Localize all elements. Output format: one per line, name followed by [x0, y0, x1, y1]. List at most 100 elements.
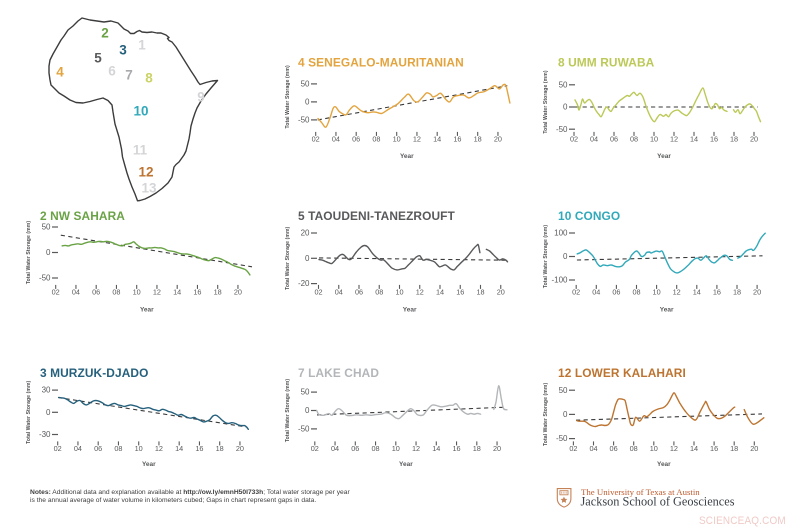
- svg-text:02: 02: [311, 444, 319, 453]
- svg-text:10: 10: [133, 104, 148, 119]
- svg-text:10: 10: [650, 444, 658, 453]
- svg-text:16: 16: [456, 288, 464, 297]
- svg-text:08: 08: [112, 288, 120, 297]
- svg-text:8 UMM RUWABA: 8 UMM RUWABA: [558, 55, 655, 69]
- svg-text:06: 06: [351, 444, 359, 453]
- svg-text:02: 02: [570, 135, 578, 144]
- svg-text:3: 3: [119, 43, 127, 58]
- svg-text:7 LAKE CHAD: 7 LAKE CHAD: [298, 366, 379, 380]
- svg-text:14: 14: [432, 444, 440, 453]
- svg-text:50: 50: [301, 80, 310, 89]
- svg-text:20: 20: [301, 229, 310, 238]
- svg-text:Year: Year: [657, 461, 671, 468]
- svg-text:12: 12: [413, 135, 421, 144]
- svg-text:20: 20: [236, 444, 244, 453]
- svg-text:20: 20: [234, 288, 242, 297]
- svg-text:0: 0: [305, 406, 310, 415]
- svg-text:Total Water Storage (mm): Total Water Storage (mm): [285, 226, 291, 289]
- svg-text:11: 11: [133, 143, 148, 158]
- svg-text:04: 04: [72, 288, 80, 297]
- svg-text:Total Water Storage (mm): Total Water Storage (mm): [26, 221, 32, 284]
- svg-text:20: 20: [750, 135, 758, 144]
- svg-text:10: 10: [135, 444, 143, 453]
- svg-text:Year: Year: [657, 153, 671, 160]
- svg-text:2: 2: [101, 26, 109, 41]
- svg-text:02: 02: [572, 288, 580, 297]
- svg-text:18: 18: [733, 288, 741, 297]
- svg-text:08: 08: [632, 288, 640, 297]
- svg-text:08: 08: [372, 135, 380, 144]
- svg-text:06: 06: [610, 444, 618, 453]
- svg-text:Year: Year: [660, 307, 674, 314]
- svg-text:1: 1: [138, 38, 146, 53]
- svg-text:18: 18: [216, 444, 224, 453]
- svg-text:Total Water Storage (mm): Total Water Storage (mm): [26, 380, 32, 443]
- svg-text:5: 5: [94, 51, 102, 66]
- svg-text:02: 02: [314, 288, 322, 297]
- svg-text:06: 06: [352, 135, 360, 144]
- svg-text:5 TAOUDENI-TANEZROUFT: 5 TAOUDENI-TANEZROUFT: [298, 209, 456, 223]
- svg-text:50: 50: [559, 386, 568, 395]
- svg-text:12: 12: [670, 135, 678, 144]
- svg-text:10: 10: [395, 288, 403, 297]
- svg-text:20: 20: [497, 288, 505, 297]
- svg-text:18: 18: [476, 288, 484, 297]
- svg-text:Year: Year: [400, 153, 414, 160]
- svg-text:18: 18: [730, 135, 738, 144]
- svg-text:10: 10: [650, 135, 658, 144]
- svg-text:18: 18: [473, 444, 481, 453]
- svg-text:18: 18: [730, 444, 738, 453]
- svg-text:02: 02: [52, 288, 60, 297]
- svg-text:0: 0: [46, 408, 51, 417]
- svg-text:-20: -20: [298, 279, 310, 288]
- svg-text:Total Water Storage (mm): Total Water Storage (mm): [285, 379, 291, 442]
- svg-text:20: 20: [750, 444, 758, 453]
- svg-text:-30: -30: [39, 430, 51, 439]
- svg-text:13: 13: [141, 181, 157, 196]
- svg-text:18: 18: [474, 135, 482, 144]
- svg-text:14: 14: [693, 288, 701, 297]
- svg-text:14: 14: [173, 288, 181, 297]
- svg-text:04: 04: [589, 444, 597, 453]
- svg-text:10: 10: [653, 288, 661, 297]
- svg-text:14: 14: [690, 444, 698, 453]
- svg-text:08: 08: [630, 135, 638, 144]
- svg-text:12: 12: [138, 165, 153, 180]
- svg-text:10: 10: [392, 444, 400, 453]
- svg-text:8: 8: [145, 71, 153, 86]
- svg-text:30: 30: [42, 386, 51, 395]
- svg-text:Total Water Storage (mm): Total Water Storage (mm): [543, 70, 549, 133]
- svg-text:02: 02: [569, 444, 577, 453]
- svg-text:0: 0: [305, 98, 310, 107]
- svg-text:16: 16: [193, 288, 201, 297]
- svg-text:16: 16: [713, 288, 721, 297]
- svg-text:50: 50: [301, 388, 310, 397]
- svg-text:04: 04: [74, 444, 82, 453]
- svg-text:3 MURZUK-DJADO: 3 MURZUK-DJADO: [40, 366, 148, 380]
- svg-text:14: 14: [175, 444, 183, 453]
- svg-text:08: 08: [375, 288, 383, 297]
- svg-text:04: 04: [592, 288, 600, 297]
- svg-text:0: 0: [305, 254, 310, 263]
- svg-text:12: 12: [416, 288, 424, 297]
- svg-text:-50: -50: [556, 125, 568, 134]
- svg-text:-100: -100: [551, 276, 568, 285]
- svg-text:0: 0: [563, 252, 568, 261]
- svg-text:0: 0: [563, 410, 568, 419]
- svg-text:08: 08: [630, 444, 638, 453]
- svg-text:04: 04: [332, 135, 340, 144]
- svg-text:04: 04: [335, 288, 343, 297]
- svg-text:4: 4: [56, 65, 64, 80]
- svg-text:04: 04: [331, 444, 339, 453]
- svg-text:0: 0: [563, 103, 568, 112]
- svg-text:08: 08: [371, 444, 379, 453]
- svg-text:20: 20: [493, 444, 501, 453]
- svg-text:02: 02: [312, 135, 320, 144]
- svg-text:Total Water Storage (mm): Total Water Storage (mm): [543, 383, 549, 446]
- svg-text:Total Water Storage (mm): Total Water Storage (mm): [285, 65, 291, 128]
- svg-text:14: 14: [433, 135, 441, 144]
- svg-text:06: 06: [612, 288, 620, 297]
- svg-text:16: 16: [195, 444, 203, 453]
- svg-text:12: 12: [673, 288, 681, 297]
- svg-text:Year: Year: [399, 461, 413, 468]
